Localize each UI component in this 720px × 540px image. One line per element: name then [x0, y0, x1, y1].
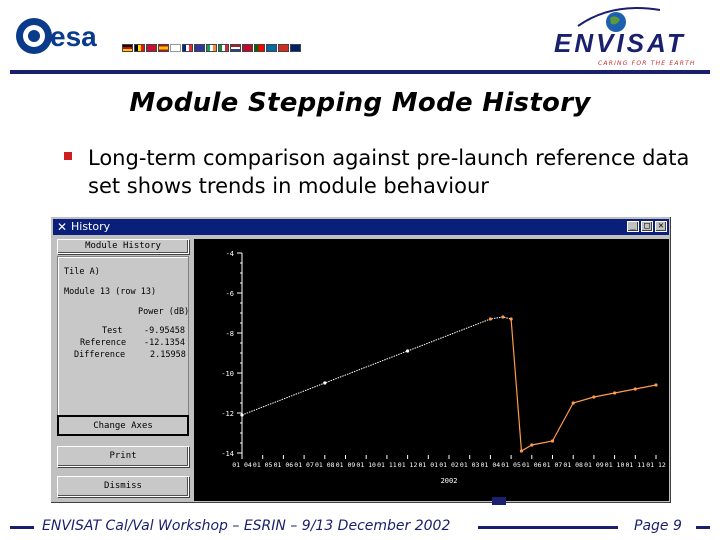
info-box: Tile A) Module 13 (row 13) Power (dB) Te… [57, 256, 189, 428]
x-tick-label: 01 06 [274, 461, 294, 469]
envisat-logo: ENVISAT CARING FOR THE EARTH [554, 7, 696, 67]
data-point [613, 391, 617, 395]
slide-title: Module Stepping Mode History [129, 88, 591, 118]
slide-marker [492, 497, 506, 505]
tile-label: Tile A) [64, 267, 100, 277]
x-tick-label: 01 08 [563, 461, 583, 469]
footer-rule-left [10, 526, 34, 529]
x-tick-label: 01 08 [315, 461, 335, 469]
y-tick-label: -12 [221, 410, 234, 418]
data-point [571, 401, 575, 405]
x-tick-label: 01 11 [377, 461, 397, 469]
footer-text: ENVISAT Cal/Val Workshop – ESRIN – 9/13 … [42, 518, 451, 534]
test-value: -9.95458 [144, 326, 185, 336]
x-tick-label: 01 02 [439, 461, 459, 469]
bullet-text: Long-term comparison against pre-launch … [88, 146, 690, 198]
data-point [550, 439, 555, 443]
data-point [488, 317, 492, 321]
x-tick-label: 01 09 [584, 461, 604, 469]
data-point [501, 315, 505, 319]
maximize-icon[interactable]: □ [641, 221, 653, 232]
envisat-logo-text: ENVISAT [554, 28, 686, 58]
y-tick-label: -6 [226, 290, 234, 298]
plot-area[interactable]: -4 -6 -8 -10 -12 -14 01 04 01 05 01 06 01 07 01 08… [194, 239, 669, 501]
data-point [519, 449, 524, 453]
bullet-marker [64, 152, 72, 160]
data-point [323, 381, 327, 385]
x-tick-label: 01 07 [294, 461, 314, 469]
difference-value: 2.15958 [150, 350, 186, 360]
y-tick-label: -4 [226, 250, 234, 258]
page-number: Page 9 [634, 518, 682, 534]
reference-label: Reference [80, 338, 127, 348]
envisat-tagline: CARING FOR THE EARTH [598, 60, 696, 67]
history-window: ✕ History _ □ ✕ Module History Tile A) M… [50, 216, 672, 504]
x-tick-label: 01 12 [398, 461, 418, 469]
x-tick-label: 01 11 [626, 461, 646, 469]
data-point [530, 443, 534, 447]
x-tick-label: 01 05 [253, 461, 273, 469]
data-point [509, 317, 513, 321]
window-title: History [71, 220, 111, 233]
module-label: Module 13 (row 13) [64, 287, 157, 297]
data-point [592, 395, 596, 399]
minimize-icon[interactable]: _ [627, 221, 639, 232]
esa-logo: esa [16, 18, 97, 54]
print-button[interactable]: Print [57, 446, 189, 467]
data-point [633, 387, 637, 391]
x-tick-label: 01 04 [481, 461, 501, 469]
x-tick-label: 01 12 [646, 461, 666, 469]
x-tick-label: 01 10 [605, 461, 625, 469]
header-divider [10, 70, 710, 74]
y-tick-label: -8 [226, 330, 234, 338]
module-history-button[interactable]: Module History [57, 239, 189, 254]
x-tick-label: 01 10 [356, 461, 376, 469]
difference-label: Difference [74, 350, 126, 360]
x-tick-label: 01 09 [336, 461, 356, 469]
x-tick-label: 01 07 [543, 461, 563, 469]
window-titlebar[interactable]: ✕ History _ □ ✕ [53, 219, 669, 235]
data-point [654, 383, 658, 387]
data-point [240, 413, 244, 417]
series-line-trend [241, 316, 512, 416]
series-line-measured [510, 318, 657, 452]
x-tick-label: 01 06 [522, 461, 542, 469]
reference-value: -12.1354 [144, 338, 185, 348]
esa-logo-text: esa [50, 21, 97, 52]
dismiss-button[interactable]: Dismiss [57, 476, 189, 497]
footer-rule-right [696, 526, 710, 529]
x-system-icon[interactable]: ✕ [56, 220, 68, 234]
footer-rule-mid [478, 526, 618, 529]
close-icon[interactable]: ✕ [655, 221, 667, 232]
x-tick-label: 01 05 [501, 461, 521, 469]
power-header: Power (dB) [138, 307, 190, 317]
x-tick-label: 01 03 [460, 461, 480, 469]
x-tick-label: 01 04 [232, 461, 252, 469]
member-flags [122, 44, 301, 52]
change-axes-button[interactable]: Change Axes [57, 415, 189, 436]
x-tick-label: 01 01 [419, 461, 439, 469]
y-tick-label: -10 [221, 370, 234, 378]
y-tick-label: -14 [221, 450, 234, 458]
x-axis-label: 2002 [441, 477, 458, 485]
control-panel: Module History Tile A) Module 13 (row 13… [57, 239, 191, 501]
test-label: Test [102, 326, 123, 336]
data-point [406, 349, 410, 353]
